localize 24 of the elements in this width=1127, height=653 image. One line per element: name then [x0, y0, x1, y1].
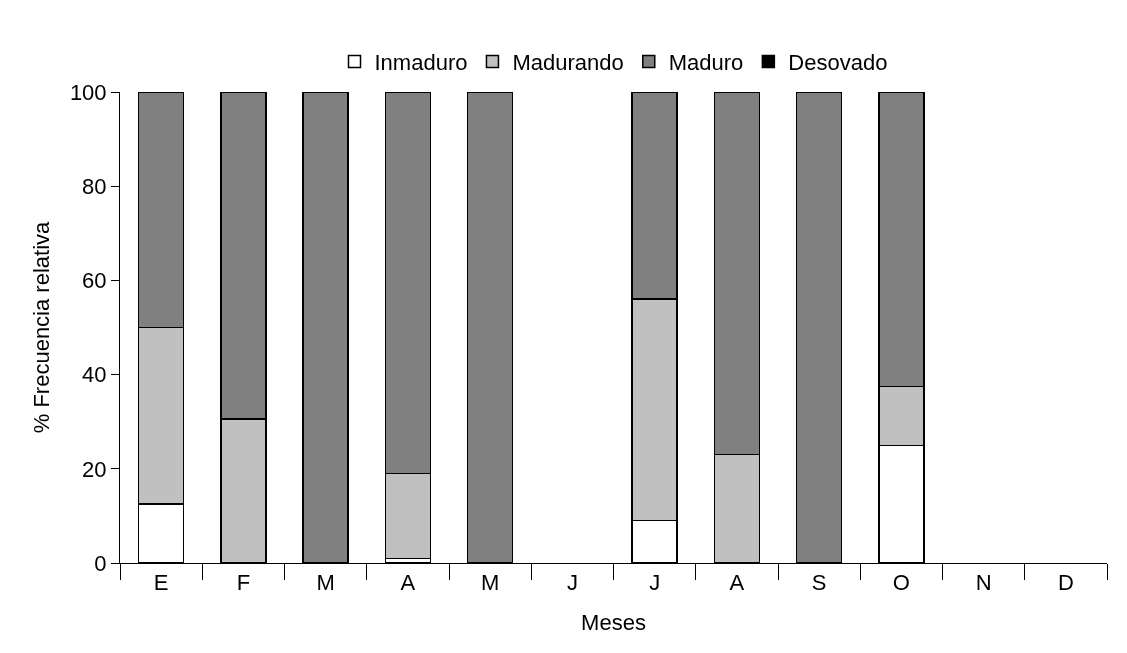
x-tick-label: E [153, 570, 169, 596]
x-tick-label: M [316, 570, 335, 596]
x-tick-label: A [400, 570, 416, 596]
x-tick-label: O [892, 570, 910, 596]
y-tick-label: 60 [82, 268, 107, 294]
y-tick-label: 80 [82, 173, 107, 199]
x-tick-label: N [975, 570, 992, 596]
y-tick-label: 100 [69, 79, 107, 105]
legend-label: Madurando [512, 49, 624, 75]
x-tick-label: M [480, 570, 500, 596]
legend-label: Desovado [788, 49, 888, 75]
y-tick-label: 0 [94, 550, 107, 576]
x-tick-label: D [1057, 570, 1074, 596]
x-tick-label: S [811, 570, 827, 596]
y-axis-title: % Frecuencia relativa [28, 220, 54, 434]
x-tick-label: F [236, 570, 251, 596]
y-tick-label: 40 [82, 362, 107, 388]
y-tick-label: 20 [82, 456, 107, 482]
x-tick-label: A [729, 570, 745, 596]
x-axis-title: Meses [581, 610, 646, 636]
x-tick-label: J [566, 570, 578, 596]
legend-label: Inmaduro [374, 49, 468, 75]
x-tick-label: J [649, 570, 661, 596]
legend-label: Maduro [668, 49, 744, 75]
